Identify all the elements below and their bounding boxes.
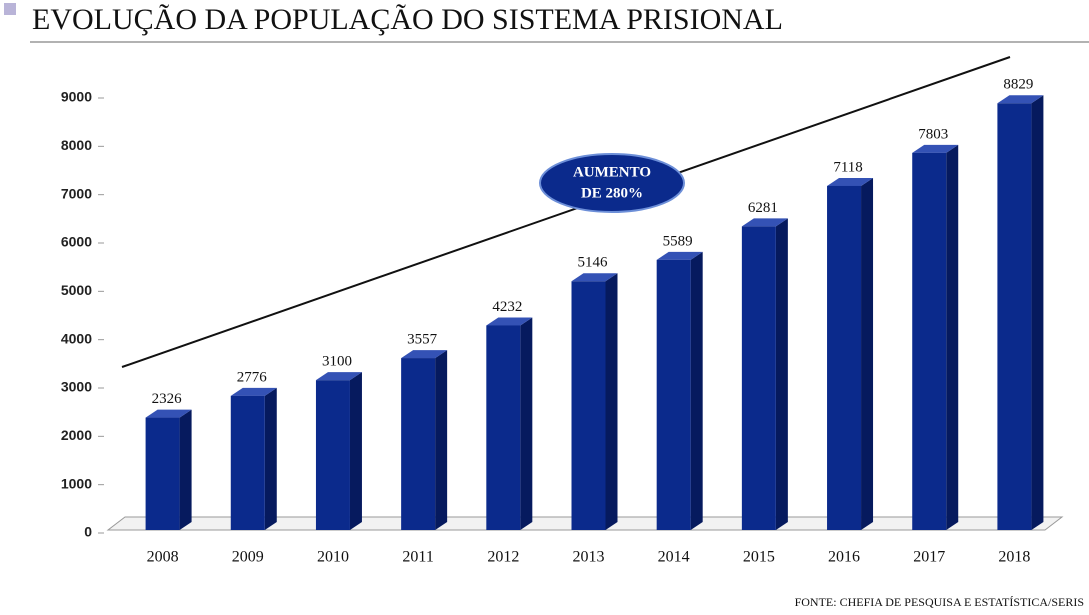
bar-side: [520, 317, 532, 530]
value-label: 7118: [833, 159, 862, 175]
bar: [827, 186, 861, 530]
y-tick-label: 8000: [61, 137, 92, 153]
annotation: AUMENTO: [573, 164, 651, 180]
y-tick-label: 5000: [61, 282, 92, 298]
bar-side: [861, 178, 873, 530]
bar: [486, 325, 520, 530]
y-tick-label: 1000: [61, 475, 92, 491]
x-tick-label: 2011: [402, 549, 433, 566]
x-tick-label: 2017: [913, 549, 945, 566]
bar-side: [606, 273, 618, 530]
bar-side: [776, 218, 788, 530]
source: FONTE: CHEFIA DE PESQUISA E ESTATÍSTICA/…: [795, 595, 1084, 609]
annotation-bubble: [540, 154, 684, 212]
y-tick-label: 7000: [61, 185, 92, 201]
bar-side: [1031, 95, 1043, 530]
bar: [146, 418, 180, 530]
bar: [742, 226, 776, 530]
y-tick-label: 3000: [61, 379, 92, 395]
bar: [401, 358, 435, 530]
chart: EVOLUÇÃO DA POPULAÇÃO DO SISTEMA PRISION…: [0, 0, 1089, 615]
value-label: 2326: [152, 391, 183, 407]
value-label: 3100: [322, 354, 352, 370]
x-tick-label: 2013: [573, 549, 605, 566]
value-label: 7803: [918, 126, 948, 142]
bar-side: [350, 372, 362, 530]
x-tick-label: 2014: [658, 549, 690, 566]
x-tick-label: 2010: [317, 549, 349, 566]
value-label: 6281: [748, 200, 778, 216]
value-label: 5589: [663, 233, 693, 249]
bar-side: [435, 350, 447, 530]
annotation: DE 280%: [581, 185, 643, 201]
bar: [231, 396, 265, 530]
y-tick-label: 6000: [61, 234, 92, 250]
x-tick-label: 2012: [487, 549, 519, 566]
x-tick-label: 2009: [232, 549, 264, 566]
corner-square: [4, 3, 16, 15]
value-label: 3557: [407, 332, 438, 348]
bar-side: [691, 252, 703, 530]
bar: [657, 260, 691, 530]
y-tick-label: 9000: [61, 89, 92, 105]
bar-side: [265, 388, 277, 530]
y-tick-label: 4000: [61, 330, 92, 346]
value-label: 4232: [492, 299, 522, 315]
value-label: 2776: [237, 369, 268, 385]
bar-side: [180, 410, 192, 530]
y-tick-label: 2000: [61, 427, 92, 443]
bar: [997, 103, 1031, 530]
x-tick-label: 2008: [147, 549, 179, 566]
bar: [572, 281, 606, 530]
x-tick-label: 2018: [998, 549, 1030, 566]
x-tick-label: 2015: [743, 549, 775, 566]
chart-title: EVOLUÇÃO DA POPULAÇÃO DO SISTEMA PRISION…: [32, 3, 783, 36]
y-tick-label: 0: [84, 524, 92, 540]
x-tick-label: 2016: [828, 549, 860, 566]
bar: [316, 380, 350, 530]
bar: [912, 153, 946, 530]
value-label: 5146: [578, 255, 609, 271]
bar-side: [946, 145, 958, 530]
value-label: 8829: [1003, 77, 1033, 93]
